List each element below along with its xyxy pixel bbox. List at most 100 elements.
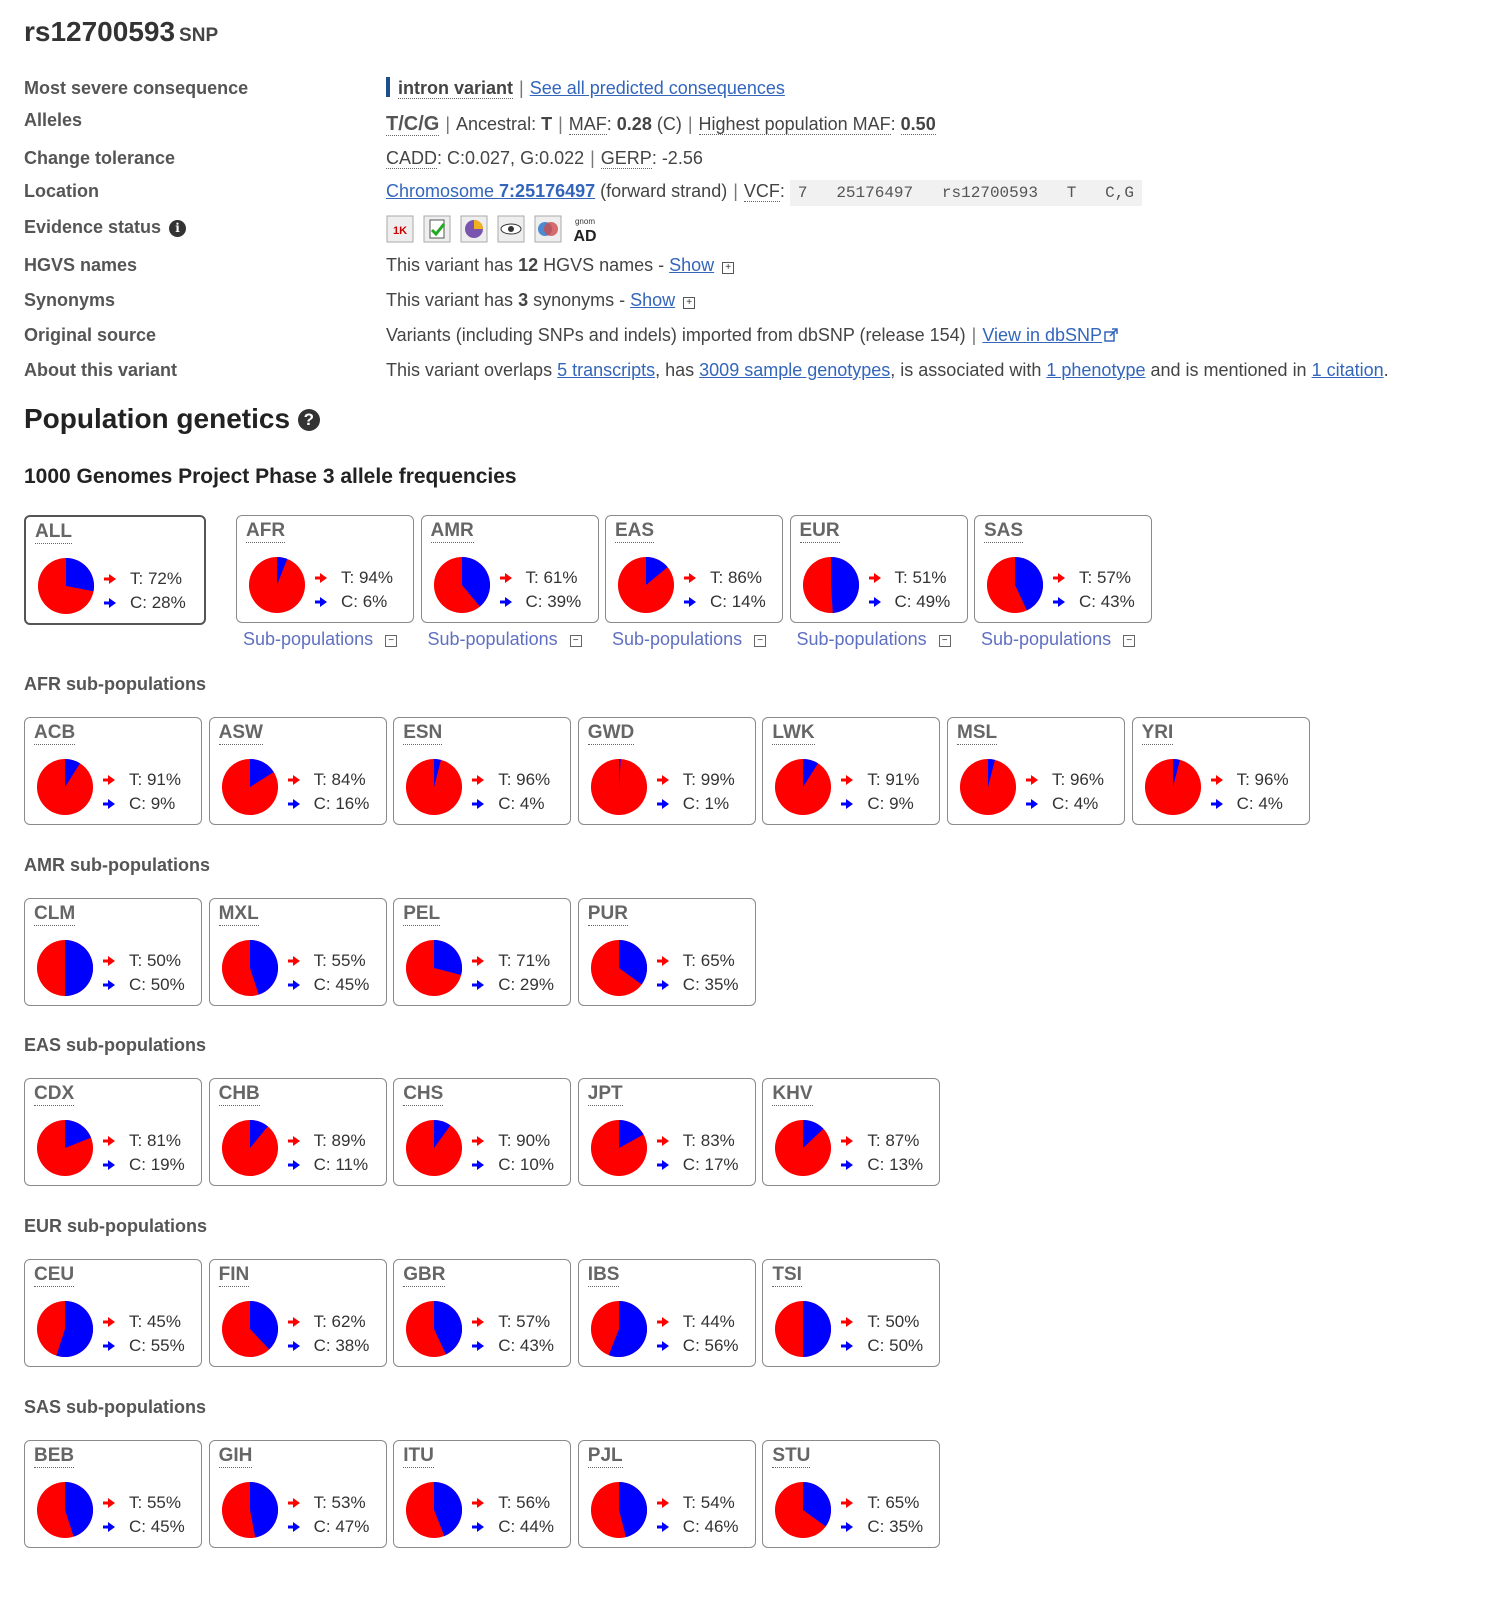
subpopulations-toggle-eas[interactable]: Sub-populations −	[612, 629, 767, 650]
population-code[interactable]: CHB	[218, 1083, 260, 1106]
synonyms-show-link[interactable]: Show	[630, 290, 676, 310]
cited-icon[interactable]	[423, 215, 451, 243]
population-code[interactable]: KHV	[772, 1083, 813, 1106]
info-icon[interactable]: i	[169, 220, 187, 237]
frequency-icon[interactable]	[497, 215, 525, 243]
population-card-chb[interactable]: CHB T: 89% C: 11%	[208, 1078, 387, 1186]
subpopulations-toggle-afr[interactable]: Sub-populations −	[243, 629, 398, 650]
expand-plus-icon[interactable]: +	[683, 297, 696, 309]
population-card-msl[interactable]: MSL T: 96% C: 4%	[947, 717, 1125, 825]
allele-string[interactable]: T/C/G	[386, 113, 440, 136]
population-code[interactable]: SAS	[984, 520, 1024, 543]
population-card-ceu[interactable]: CEU T: 45% C: 55%	[24, 1259, 202, 1367]
genotypes-link[interactable]: 3009 sample genotypes	[699, 360, 891, 380]
population-card-mxl[interactable]: MXL T: 55% C: 45%	[208, 898, 387, 1006]
hapmap-icon[interactable]	[534, 215, 562, 243]
population-card-beb[interactable]: BEB T: 55% C: 45%	[24, 1440, 202, 1548]
population-code[interactable]: ACB	[34, 722, 76, 745]
population-code[interactable]: CDX	[34, 1083, 75, 1106]
population-code[interactable]: TSI	[772, 1264, 802, 1287]
collapse-minus-icon[interactable]: −	[385, 635, 398, 647]
population-card-chs[interactable]: CHS T: 90% C: 10%	[393, 1078, 572, 1186]
population-card-fin[interactable]: FIN T: 62% C: 38%	[208, 1259, 387, 1367]
view-in-dbsnp-link[interactable]: View in dbSNP	[982, 325, 1103, 345]
population-code[interactable]: PJL	[587, 1445, 623, 1468]
population-card-gwd[interactable]: GWD T: 99% C: 1%	[577, 717, 756, 825]
population-card-clm[interactable]: CLM T: 50% C: 50%	[24, 898, 202, 1006]
expand-plus-icon[interactable]: +	[722, 262, 735, 274]
population-card-eur[interactable]: EUR T: 51% C: 49%	[789, 515, 968, 623]
population-card-stu[interactable]: STU T: 65% C: 35%	[762, 1440, 941, 1548]
population-card-acb[interactable]: ACB T: 91% C: 9%	[24, 717, 202, 825]
population-code[interactable]: ESN	[403, 722, 443, 745]
population-code[interactable]: JPT	[587, 1083, 623, 1106]
population-code[interactable]: CHS	[403, 1083, 444, 1106]
1000-genomes-icon[interactable]: 1K	[386, 215, 414, 243]
population-card-tsi[interactable]: TSI T: 50% C: 50%	[762, 1259, 941, 1367]
phenotype-icon[interactable]	[460, 215, 488, 243]
population-card-afr[interactable]: AFR T: 94% C: 6%	[236, 515, 414, 623]
population-code[interactable]: GIH	[218, 1445, 253, 1468]
subpopulations-toggle-amr[interactable]: Sub-populations −	[428, 629, 582, 650]
subpopulations-toggle-sas[interactable]: Sub-populations −	[981, 629, 1136, 650]
help-icon[interactable]: ?	[297, 409, 320, 431]
population-card-gih[interactable]: GIH T: 53% C: 47%	[208, 1440, 387, 1548]
population-code[interactable]: BEB	[34, 1445, 75, 1468]
population-code[interactable]: YRI	[1141, 722, 1174, 745]
population-code[interactable]: EUR	[799, 520, 840, 543]
population-card-asw[interactable]: ASW T: 84% C: 16%	[208, 717, 387, 825]
population-code[interactable]: ALL	[35, 521, 72, 544]
gnomad-icon[interactable]: gnom AD	[571, 215, 599, 245]
population-code[interactable]: FIN	[218, 1264, 250, 1287]
population-card-esn[interactable]: ESN T: 96% C: 4%	[393, 717, 572, 825]
population-code[interactable]: MSL	[957, 722, 998, 745]
population-card-pjl[interactable]: PJL T: 54% C: 46%	[577, 1440, 756, 1548]
population-code[interactable]: STU	[772, 1445, 811, 1468]
population-code[interactable]: ITU	[403, 1445, 434, 1468]
population-code[interactable]: PEL	[403, 903, 441, 926]
population-card-itu[interactable]: ITU T: 56% C: 44%	[393, 1440, 572, 1548]
population-card-eas[interactable]: EAS T: 86% C: 14%	[605, 515, 783, 623]
population-code[interactable]: GBR	[403, 1264, 446, 1287]
see-all-consequences-link[interactable]: See all predicted consequences	[529, 78, 785, 98]
maf-label[interactable]: MAF	[568, 114, 607, 135]
population-code[interactable]: LWK	[772, 722, 815, 745]
consequence-term[interactable]: intron variant	[398, 78, 514, 99]
population-card-pel[interactable]: PEL T: 71% C: 29%	[393, 898, 572, 1006]
cadd-label[interactable]: CADD	[386, 148, 438, 169]
population-code[interactable]: CLM	[34, 903, 76, 926]
highest-maf-label[interactable]: Highest population MAF	[698, 114, 891, 135]
population-code[interactable]: MXL	[218, 903, 259, 926]
citation-link[interactable]: 1 citation	[1311, 360, 1384, 380]
transcripts-link[interactable]: 5 transcripts	[557, 360, 656, 380]
population-code[interactable]: AMR	[430, 520, 474, 543]
population-card-all[interactable]: ALL T: 72% C: 28%	[24, 515, 206, 625]
hgvs-show-link[interactable]: Show	[669, 255, 715, 275]
population-card-khv[interactable]: KHV T: 87% C: 13%	[762, 1078, 941, 1186]
collapse-minus-icon[interactable]: −	[938, 635, 951, 647]
population-card-yri[interactable]: YRI T: 96% C: 4%	[1131, 717, 1310, 825]
population-code[interactable]: GWD	[587, 722, 635, 745]
subpopulations-toggle-eur[interactable]: Sub-populations −	[797, 629, 951, 650]
population-card-sas[interactable]: SAS T: 57% C: 43%	[974, 515, 1152, 623]
collapse-minus-icon[interactable]: −	[754, 635, 767, 647]
gerp-label[interactable]: GERP	[600, 148, 652, 169]
population-code[interactable]: PUR	[587, 903, 628, 926]
population-card-ibs[interactable]: IBS T: 44% C: 56%	[577, 1259, 756, 1367]
population-code[interactable]: IBS	[587, 1264, 620, 1287]
vcf-label[interactable]: VCF	[743, 181, 780, 202]
population-card-lwk[interactable]: LWK T: 91% C: 9%	[762, 717, 941, 825]
population-code[interactable]: AFR	[246, 520, 286, 543]
population-card-amr[interactable]: AMR T: 61% C: 39%	[420, 515, 599, 623]
population-code[interactable]: ASW	[218, 722, 263, 745]
population-code[interactable]: EAS	[615, 520, 655, 543]
population-card-pur[interactable]: PUR T: 65% C: 35%	[577, 898, 756, 1006]
population-card-gbr[interactable]: GBR T: 57% C: 43%	[393, 1259, 572, 1367]
population-card-cdx[interactable]: CDX T: 81% C: 19%	[24, 1078, 202, 1186]
chromosome-link[interactable]: Chromosome 7:25176497	[386, 181, 596, 201]
phenotype-link[interactable]: 1 phenotype	[1046, 360, 1146, 380]
population-card-jpt[interactable]: JPT T: 83% C: 17%	[577, 1078, 756, 1186]
population-code[interactable]: CEU	[34, 1264, 75, 1287]
collapse-minus-icon[interactable]: −	[1123, 635, 1136, 647]
collapse-minus-icon[interactable]: −	[569, 635, 582, 647]
